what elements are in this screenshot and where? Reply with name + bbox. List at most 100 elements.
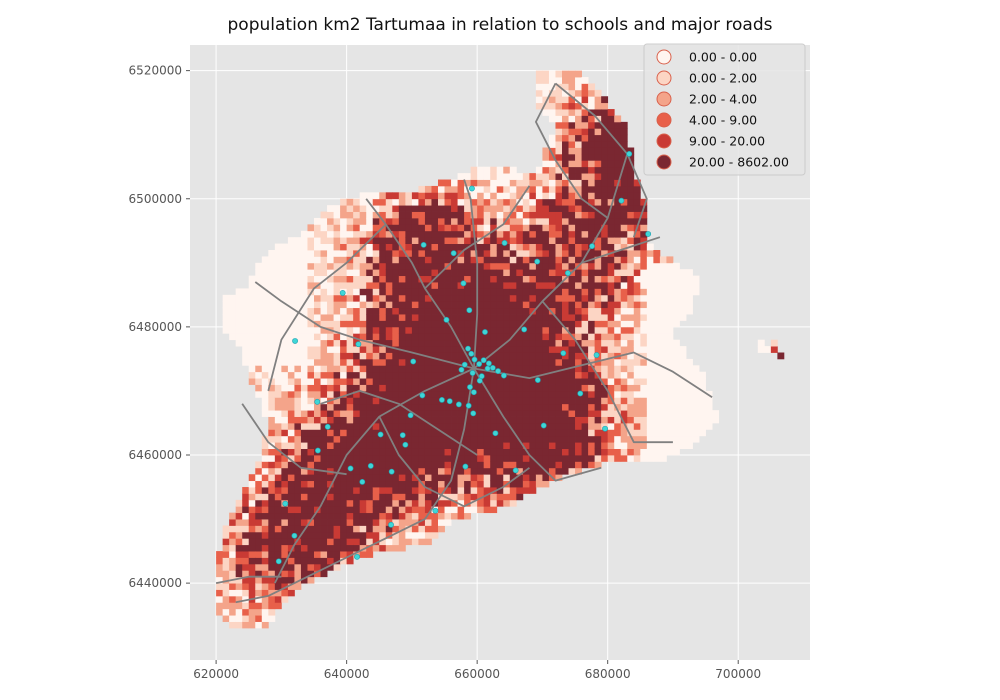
population-cell: [666, 326, 674, 334]
population-cell: [444, 339, 452, 347]
population-cell: [562, 198, 569, 206]
population-cell: [300, 378, 308, 385]
population-cell: [653, 352, 661, 360]
population-cell: [379, 474, 387, 482]
population-cell: [562, 109, 569, 116]
chart-title: population km2 Tartumaa in relation to s…: [228, 15, 773, 35]
population-cell: [333, 410, 341, 417]
population-cell: [327, 243, 334, 251]
population-cell: [242, 487, 250, 494]
population-cell: [405, 282, 413, 289]
population-cell: [457, 230, 465, 238]
population-cell: [307, 487, 315, 494]
population-cell: [294, 358, 302, 366]
population-cell: [451, 326, 458, 334]
population-cell: [490, 288, 498, 296]
population-cell: [372, 480, 380, 488]
population-cell: [366, 422, 374, 430]
population-cell: [548, 173, 556, 180]
population-cell: [575, 179, 582, 187]
population-cell: [431, 333, 439, 341]
population-cell: [261, 506, 269, 514]
population-cell: [503, 448, 511, 456]
population-cell: [255, 538, 263, 546]
population-cell: [496, 173, 504, 180]
population-cell: [346, 346, 354, 353]
population-cell: [261, 557, 269, 565]
legend[interactable]: 0.00 - 0.000.00 - 2.002.00 - 4.004.00 - …: [643, 43, 806, 176]
population-cell: [601, 307, 609, 315]
population-cell: [405, 217, 413, 225]
population-cell: [470, 384, 478, 392]
population-cell: [535, 166, 543, 174]
population-cell: [601, 128, 609, 136]
population-cell: [672, 422, 680, 430]
population-cell: [588, 326, 596, 334]
population-cell: [379, 506, 387, 514]
population-cell: [405, 519, 413, 526]
population-cell: [294, 365, 302, 373]
population-cell: [542, 448, 550, 456]
population-cell: [607, 403, 615, 411]
population-cell: [562, 121, 569, 129]
population-cell: [359, 551, 367, 558]
population-cell: [614, 288, 622, 296]
population-cell: [607, 269, 615, 277]
population-cell: [490, 185, 498, 193]
population-cell: [529, 224, 537, 232]
population-cell: [666, 282, 674, 289]
population-cell: [418, 211, 426, 219]
population-cell: [594, 384, 602, 392]
population-cell: [248, 519, 256, 526]
population-cell: [229, 519, 237, 526]
population-cell: [575, 288, 582, 296]
population-cell: [438, 480, 445, 488]
population-cell: [405, 211, 413, 219]
population-cell: [294, 531, 302, 539]
population-cell: [385, 262, 393, 270]
population-cell: [457, 506, 465, 514]
population-cell: [627, 397, 635, 405]
population-cell: [353, 422, 361, 430]
population-cell: [692, 403, 700, 411]
population-cell: [392, 256, 400, 264]
population-cell: [405, 493, 413, 501]
population-cell: [477, 429, 485, 437]
population-cell: [522, 435, 530, 443]
population-cell: [359, 506, 367, 514]
population-cell: [627, 185, 635, 193]
population-cell: [300, 480, 308, 488]
population-cell: [398, 493, 406, 501]
population-cell: [470, 211, 478, 219]
population-cell: [607, 153, 615, 161]
population-cell: [359, 499, 367, 507]
school-point: [315, 447, 321, 454]
population-cell: [464, 224, 472, 232]
population-cell: [418, 531, 426, 539]
population-cell: [522, 390, 530, 398]
population-cell: [411, 224, 419, 232]
population-cell: [405, 288, 413, 296]
population-cell: [633, 416, 641, 424]
population-cell: [601, 121, 609, 129]
population-cell: [699, 403, 706, 411]
population-cell: [353, 474, 361, 482]
population-cell: [627, 455, 635, 462]
population-cell: [359, 416, 367, 424]
population-cell: [235, 314, 243, 321]
population-cell: [509, 442, 517, 449]
population-cell: [307, 442, 315, 449]
population-cell: [509, 217, 517, 225]
population-cell: [346, 512, 354, 520]
population-cell: [255, 531, 263, 539]
population-cell: [614, 403, 622, 411]
population-cell: [503, 307, 511, 315]
population-cell: [503, 487, 511, 494]
population-cell: [646, 352, 654, 360]
population-cell: [379, 243, 387, 251]
population-cell: [346, 435, 354, 443]
population-cell: [646, 326, 654, 334]
population-cell: [509, 416, 517, 424]
population-cell: [594, 262, 602, 270]
population-cell: [490, 250, 498, 257]
